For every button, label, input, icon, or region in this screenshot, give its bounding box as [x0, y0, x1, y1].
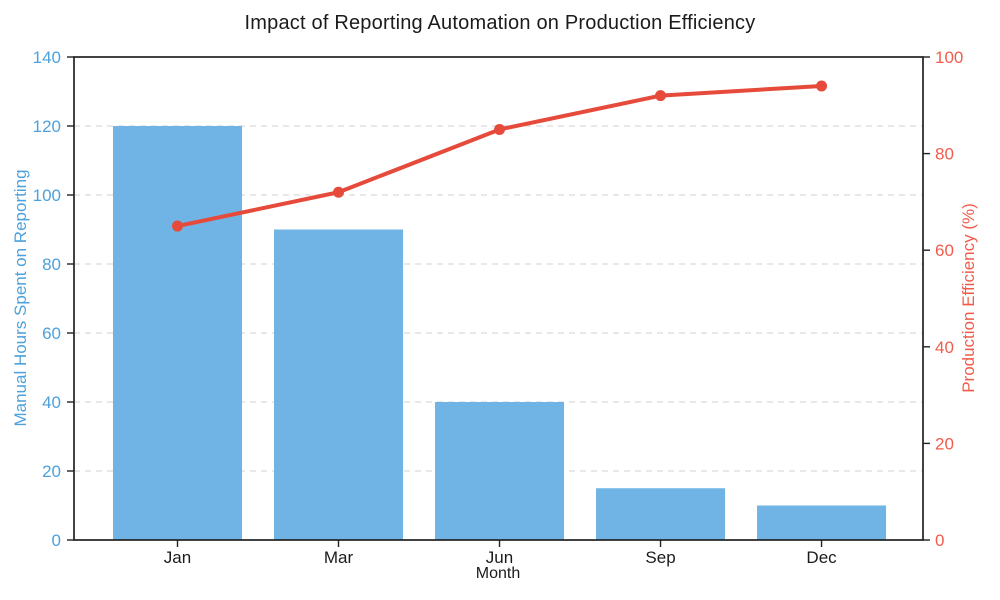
x-axis-label: Month: [475, 565, 521, 582]
bar-Mar: [274, 229, 404, 540]
left-tick-label: 140: [33, 48, 61, 67]
point-Jun: [494, 123, 506, 135]
left-tick-label: 0: [52, 531, 61, 550]
left-tick-label: 120: [33, 117, 61, 136]
right-tick-label: 0: [935, 531, 944, 550]
bar-Sep: [596, 488, 726, 540]
left-tick-label: 20: [42, 462, 61, 481]
point-Sep: [655, 90, 667, 102]
left-tick-label: 100: [33, 186, 61, 205]
point-Mar: [333, 186, 345, 198]
right-tick-label: 40: [935, 338, 954, 357]
point-Jan: [171, 220, 183, 232]
right-tick-label: 20: [935, 434, 954, 453]
x-tick-label: Sep: [645, 548, 675, 567]
x-tick-label: Mar: [324, 548, 354, 567]
efficiency-line: [175, 83, 824, 229]
left-tick-label: 80: [42, 255, 61, 274]
right-tick-label: 80: [935, 145, 954, 164]
bar-Dec: [757, 505, 887, 540]
left-tick-label: 40: [42, 393, 61, 412]
x-tick-label: Dec: [806, 548, 837, 567]
bar-Jun: [435, 402, 565, 540]
bar-Jan: [112, 126, 242, 540]
point-Dec: [816, 80, 828, 92]
plot-frame: [73, 56, 924, 541]
right-tick-label: 100: [935, 48, 963, 67]
x-tick-label: Jan: [164, 548, 191, 567]
left-tick-label: 60: [42, 324, 61, 343]
right-tick-label: 60: [935, 241, 954, 260]
chart-title: Impact of Reporting Automation on Produc…: [244, 12, 756, 34]
x-tick-label: Jun: [486, 548, 513, 567]
